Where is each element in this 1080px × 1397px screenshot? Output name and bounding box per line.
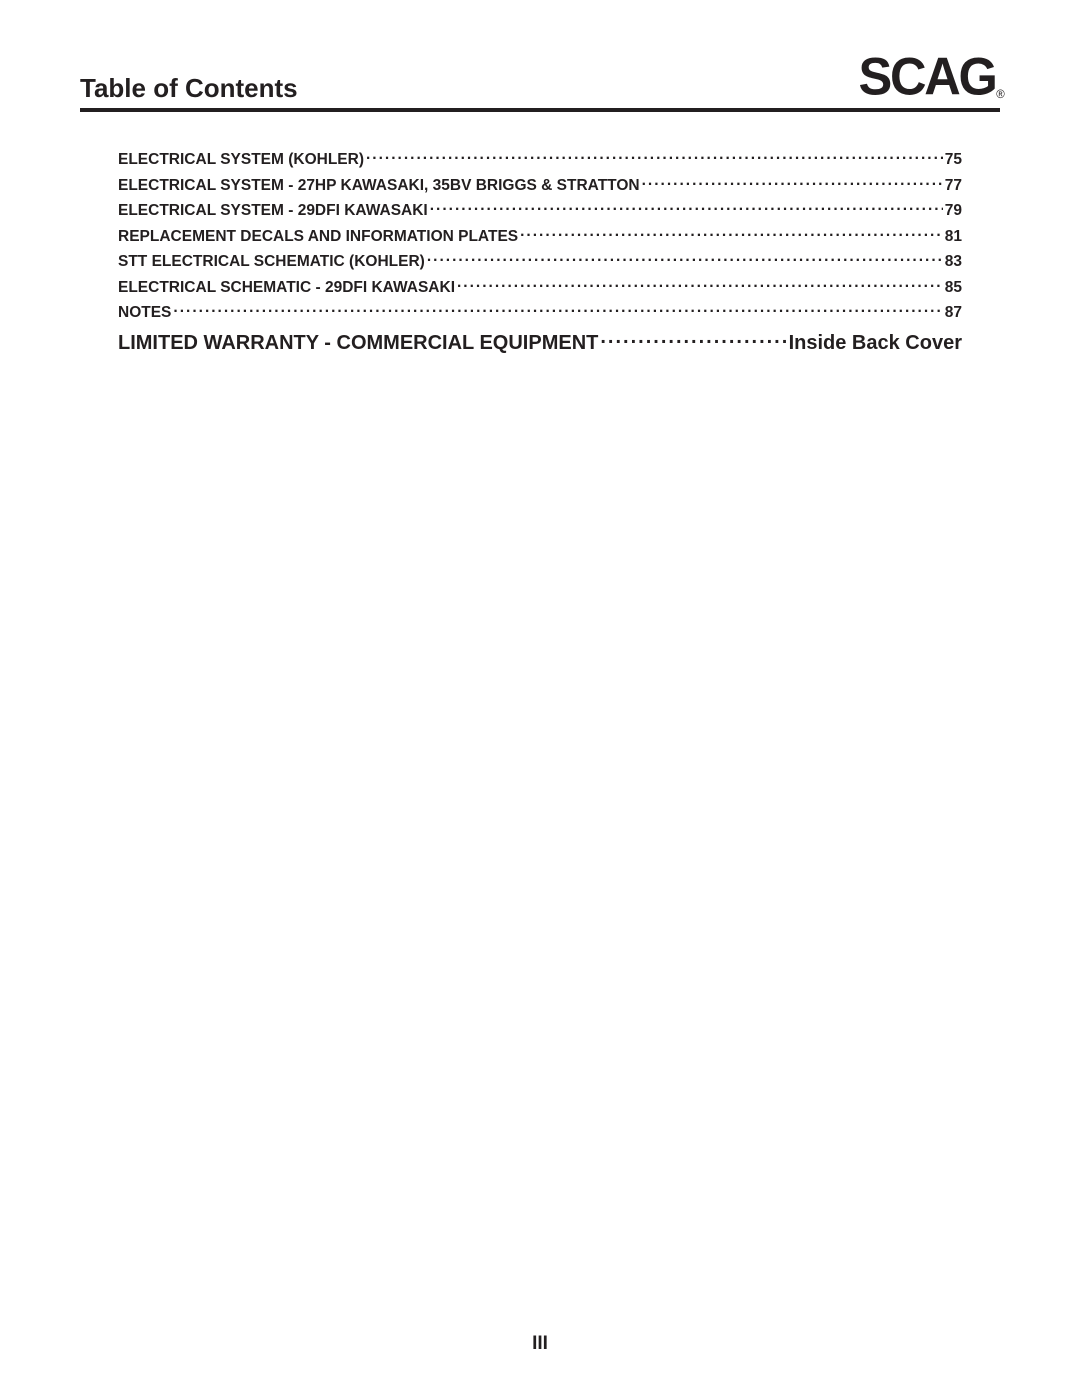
toc-entry-title: LIMITED WARRANTY - COMMERCIAL EQUIPMENT [118,332,598,355]
page-number: III [0,1333,1080,1355]
toc-leader-dots [366,149,943,165]
toc-entry: ELECTRICAL SYSTEM - 29DFI KAWASAKI 79 [118,197,962,223]
toc-entry-page: 81 [945,228,962,246]
toc-entry-title: STT ELECTRICAL SCHEMATIC (KOHLER) [118,253,425,271]
toc-heading: Table of Contents [80,73,298,104]
toc-entry-title: ELECTRICAL SCHEMATIC - 29DFI KAWASAKI [118,279,455,297]
toc-entry: REPLACEMENT DECALS AND INFORMATION PLATE… [118,223,962,249]
toc-entry: STT ELECTRICAL SCHEMATIC (KOHLER) 83 [118,248,962,274]
toc-leader-dots [427,251,943,267]
toc-entry: ELECTRICAL SYSTEM - 27HP KAWASAKI, 35BV … [118,172,962,198]
toc-entry-title: NOTES [118,304,171,322]
toc-list: ELECTRICAL SYSTEM (KOHLER) 75 ELECTRICAL… [80,146,1000,358]
page-header: Table of Contents SCAG [80,60,1000,112]
toc-leader-dots [520,225,943,241]
toc-entry-title: ELECTRICAL SYSTEM - 27HP KAWASAKI, 35BV … [118,177,640,195]
toc-entry-title: ELECTRICAL SYSTEM - 29DFI KAWASAKI [118,202,428,220]
toc-entry-page: 87 [945,304,962,322]
toc-entry-title: REPLACEMENT DECALS AND INFORMATION PLATE… [118,228,518,246]
toc-leader-dots [430,200,943,216]
toc-entry: LIMITED WARRANTY - COMMERCIAL EQUIPMENT … [118,327,962,358]
toc-leader-dots [457,276,943,292]
scag-logo: SCAG [858,51,1000,104]
toc-entry-page: 77 [945,177,962,195]
toc-entry-page: 85 [945,279,962,297]
toc-leader-dots [600,329,786,349]
toc-leader-dots [642,174,943,190]
toc-entry-title: ELECTRICAL SYSTEM (KOHLER) [118,151,364,169]
toc-leader-dots [173,302,942,318]
toc-entry: ELECTRICAL SCHEMATIC - 29DFI KAWASAKI 85 [118,274,962,300]
toc-entry-page: 79 [945,202,962,220]
toc-entry-page: 83 [945,253,962,271]
toc-entry-page: 75 [945,151,962,169]
toc-entry: NOTES 87 [118,299,962,325]
toc-entry-page: Inside Back Cover [789,332,962,355]
toc-entry: ELECTRICAL SYSTEM (KOHLER) 75 [118,146,962,172]
